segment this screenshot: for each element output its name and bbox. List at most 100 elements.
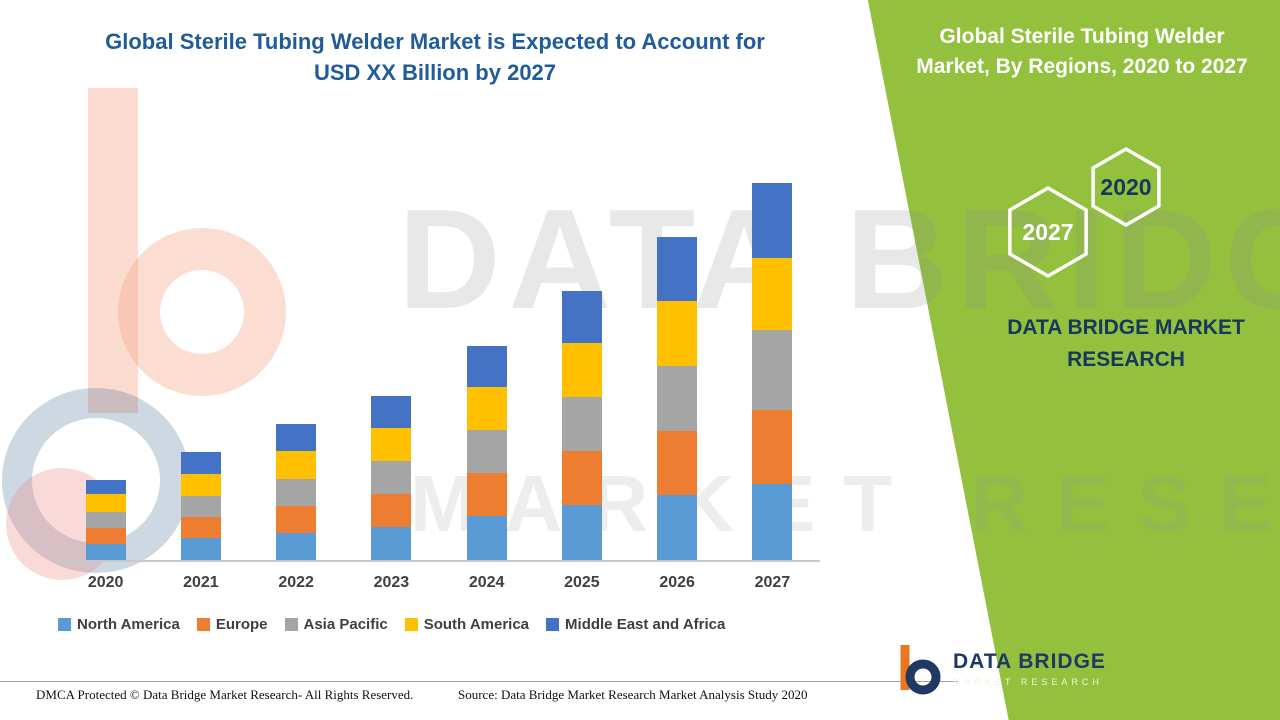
legend-label: Middle East and Africa xyxy=(565,616,726,633)
segment-north-america-2025 xyxy=(561,505,602,560)
segment-middle-east-and-africa-2024 xyxy=(466,346,507,387)
stacked-bar-2026 xyxy=(657,237,698,560)
bars-plot-area xyxy=(58,178,820,562)
segment-europe-2024 xyxy=(466,473,507,516)
segment-asia-pacific-2021 xyxy=(180,496,221,517)
hexagon-2027 xyxy=(1008,185,1088,279)
segment-middle-east-and-africa-2023 xyxy=(371,396,412,428)
watermark-text-data-bridge: DATA BRIDGE xyxy=(398,180,1280,339)
segment-north-america-2020 xyxy=(85,544,126,560)
legend-label: Europe xyxy=(215,616,268,633)
year-hexagons: 2020 2027 xyxy=(1008,146,1161,279)
stacked-bar-2020 xyxy=(85,480,126,560)
legend-item-europe: Europe xyxy=(196,616,268,633)
segment-asia-pacific-2025 xyxy=(561,397,602,451)
legend-swatch xyxy=(284,618,298,631)
legend-item-south-america: South America xyxy=(404,616,530,633)
footer-divider xyxy=(0,681,958,682)
segment-middle-east-and-africa-2021 xyxy=(180,452,221,474)
legend-swatch xyxy=(196,618,210,631)
segment-asia-pacific-2020 xyxy=(85,512,126,528)
segment-middle-east-and-africa-2020 xyxy=(85,480,126,494)
hexagon-2020-label: 2020 xyxy=(1100,174,1151,200)
segment-europe-2022 xyxy=(276,506,317,533)
right-panel-title-line2: Market, By Regions, 2020 to 2027 xyxy=(916,55,1248,78)
segment-south-america-2027 xyxy=(752,258,793,330)
segment-europe-2020 xyxy=(85,528,126,544)
segment-europe-2021 xyxy=(180,517,221,538)
dbmr-logo-subtitle: MARKET RESEARCH xyxy=(953,676,1103,687)
stacked-bar-2027 xyxy=(752,183,793,560)
watermark-text-market-research: MARKET RESEARCH xyxy=(410,459,1280,548)
segment-asia-pacific-2022 xyxy=(276,479,317,506)
dmca-text: DMCA Protected © Data Bridge Market Rese… xyxy=(36,687,414,702)
dbmr-logo-name: DATA BRIDGE xyxy=(953,649,1106,673)
segment-asia-pacific-2024 xyxy=(466,430,507,473)
x-axis-label-2025: 2025 xyxy=(564,574,600,591)
chart-title-line1: Global Sterile Tubing Welder Market is E… xyxy=(105,29,765,54)
chart-title-line2: USD XX Billion by 2027 xyxy=(313,60,557,85)
legend-item-middle-east-and-africa: Middle East and Africa xyxy=(546,616,725,633)
x-axis-label-2027: 2027 xyxy=(754,574,791,591)
segment-middle-east-and-africa-2026 xyxy=(657,237,698,301)
chart-title: Global Sterile Tubing Welder Market is E… xyxy=(32,26,838,88)
x-axis-label-2024: 2024 xyxy=(468,574,505,591)
segment-south-america-2023 xyxy=(371,428,412,461)
stacked-bar-chart: 2020 2021 2022 2023 2024 2025 2026 2027 xyxy=(58,178,820,592)
segment-middle-east-and-africa-2027 xyxy=(752,183,793,258)
bar-slot-2027 xyxy=(725,183,820,560)
segment-north-america-2027 xyxy=(752,484,793,560)
segment-europe-2025 xyxy=(561,451,602,505)
dbmr-logo-text: DATA BRIDGE MARKET RESEARCH xyxy=(953,650,1106,687)
legend-label: Asia Pacific xyxy=(303,616,388,633)
right-panel-title-line1: Global Sterile Tubing Welder xyxy=(939,25,1225,48)
segment-europe-2023 xyxy=(371,494,412,527)
segment-europe-2026 xyxy=(657,431,698,495)
legend-label: South America xyxy=(423,616,530,633)
x-axis-label-2020: 2020 xyxy=(87,574,124,591)
bar-slot-2024 xyxy=(439,346,534,560)
legend-label: North America xyxy=(77,616,180,633)
bar-slot-2026 xyxy=(630,237,725,560)
bar-slot-2021 xyxy=(153,452,248,560)
segment-south-america-2021 xyxy=(180,474,221,496)
legend-swatch xyxy=(404,618,418,631)
stacked-bar-2024 xyxy=(466,346,507,560)
segment-south-america-2022 xyxy=(276,451,317,479)
chart-legend: North America Europe Asia Pacific South Ame… xyxy=(58,616,848,633)
segment-north-america-2021 xyxy=(180,538,221,560)
dbmr-logo-icon xyxy=(900,645,941,695)
bar-slot-2022 xyxy=(249,424,344,560)
legend-swatch xyxy=(546,618,560,631)
segment-south-america-2020 xyxy=(85,494,126,512)
segment-middle-east-and-africa-2025 xyxy=(561,291,602,343)
segment-north-america-2022 xyxy=(276,533,317,560)
brand-text: DATA BRIDGE MARKET RESEARCH xyxy=(965,312,1280,376)
x-axis-labels: 2020 2021 2022 2023 2024 2025 2026 2027 xyxy=(58,574,820,592)
watermark-logo-stem xyxy=(88,88,138,413)
dbmr-logo: DATA BRIDGE MARKET RESEARCH xyxy=(893,640,1106,696)
legend-swatch xyxy=(58,618,71,631)
brand-text-line1: DATA BRIDGE MARKET xyxy=(1007,316,1245,339)
segment-north-america-2024 xyxy=(466,516,507,560)
segment-asia-pacific-2023 xyxy=(371,461,412,494)
right-panel-title: Global Sterile Tubing Welder Market, By … xyxy=(896,22,1268,82)
bar-slot-2025 xyxy=(534,291,629,560)
segment-south-america-2026 xyxy=(657,301,698,366)
x-axis-label-2026: 2026 xyxy=(659,574,695,591)
segment-south-america-2024 xyxy=(466,387,507,430)
bar-slot-2023 xyxy=(344,396,439,560)
source-text: Source: Data Bridge Market Research Mark… xyxy=(458,687,808,702)
segment-north-america-2026 xyxy=(657,495,698,560)
hexagon-2020 xyxy=(1091,146,1161,228)
hexagon-2027-label: 2027 xyxy=(1022,219,1073,245)
segment-middle-east-and-africa-2022 xyxy=(276,424,317,451)
stacked-bar-2022 xyxy=(276,424,317,560)
stacked-bar-2021 xyxy=(180,452,221,560)
brand-text-line2: RESEARCH xyxy=(1067,348,1185,371)
x-axis-label-2023: 2023 xyxy=(373,574,410,591)
legend-item-asia-pacific: Asia Pacific xyxy=(284,616,388,633)
bar-slot-2020 xyxy=(58,480,153,560)
x-axis-label-2021: 2021 xyxy=(183,574,219,591)
x-axis-label-2022: 2022 xyxy=(278,574,314,591)
